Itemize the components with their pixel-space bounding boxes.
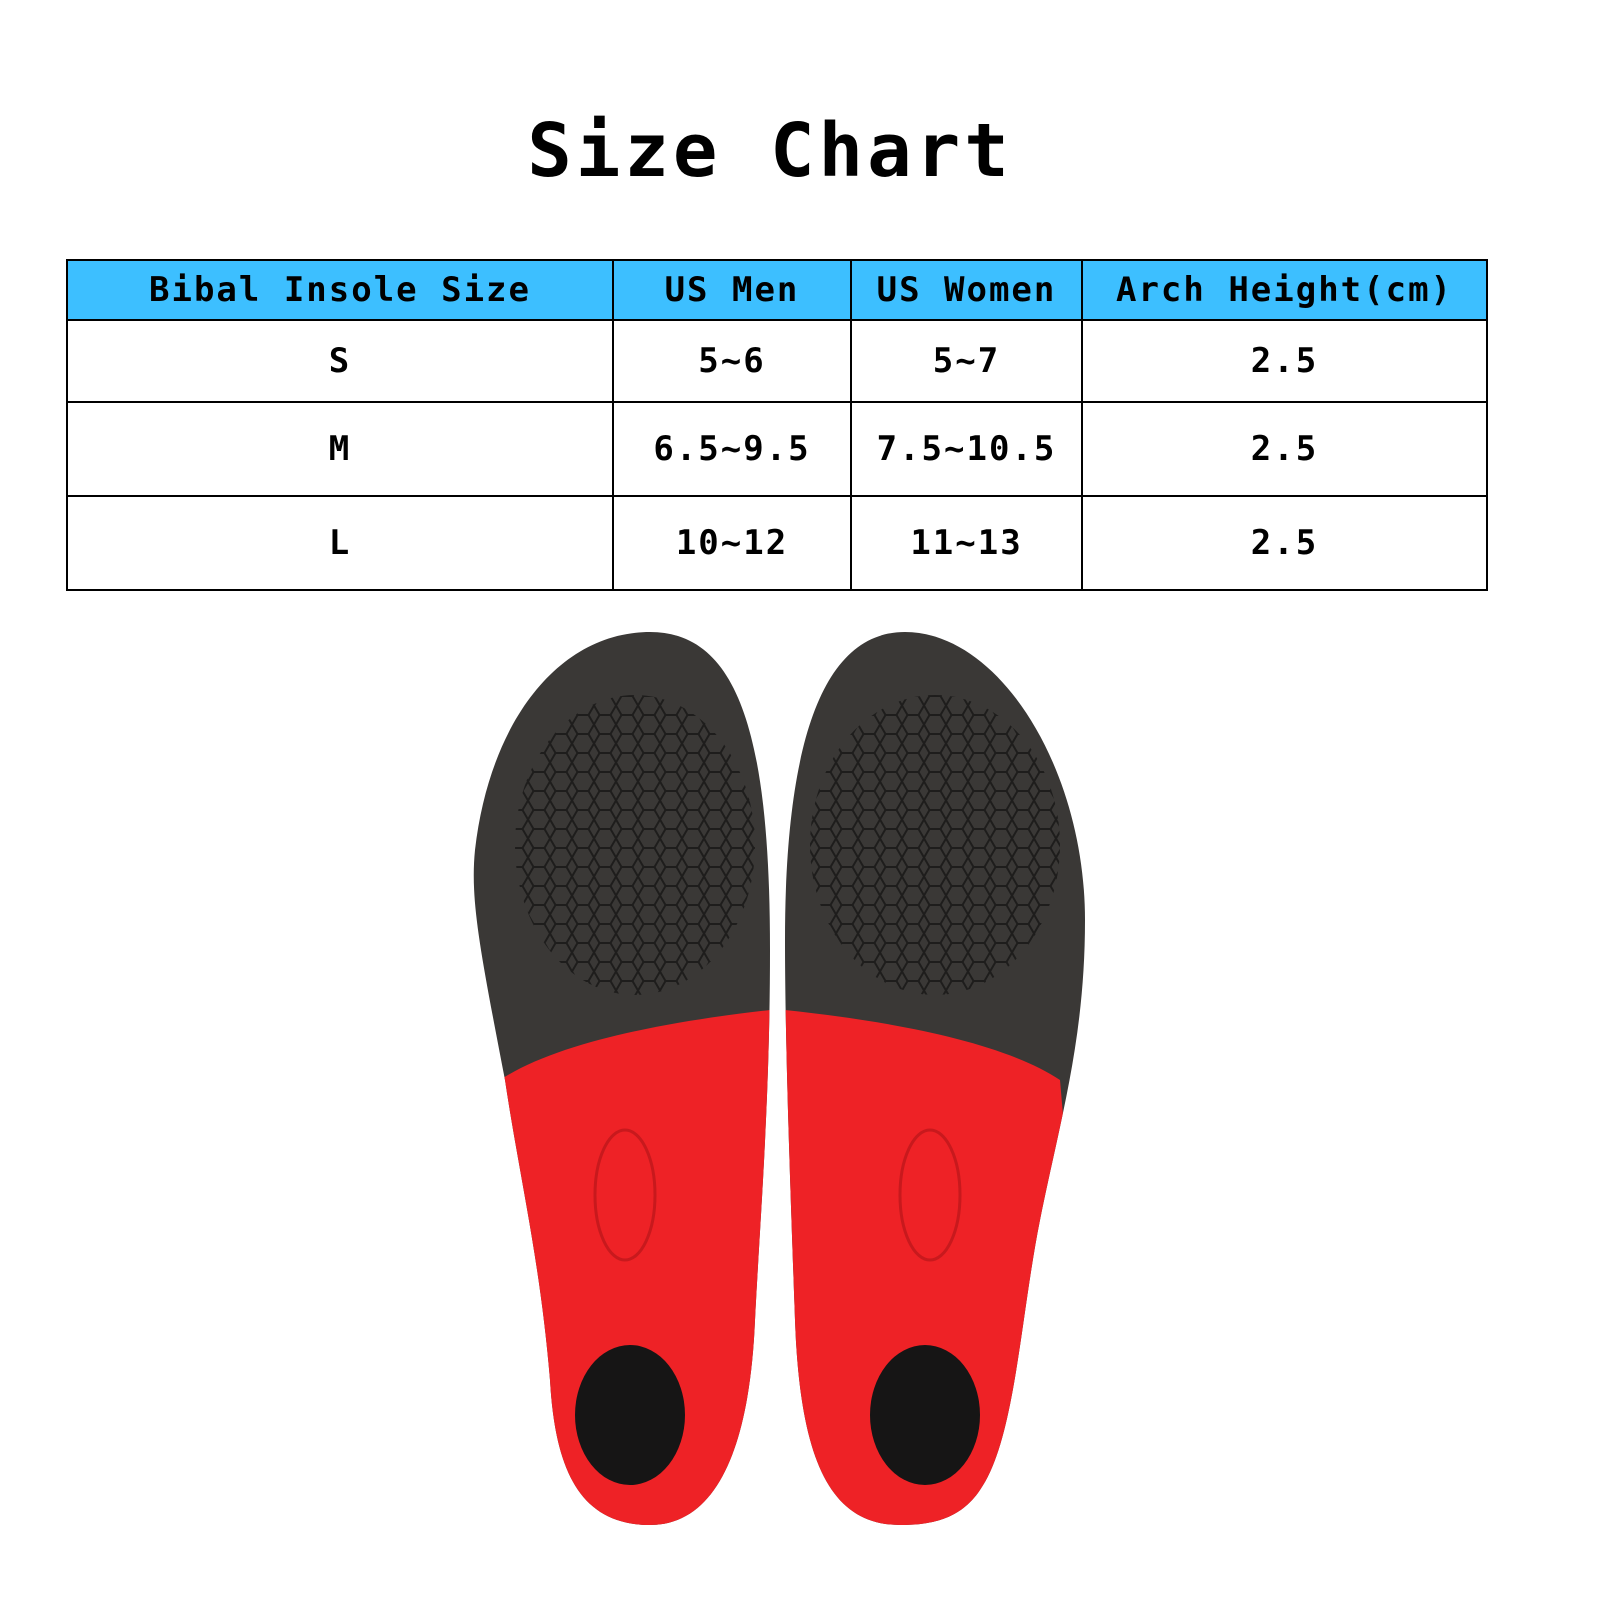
cell: 6.5~9.5 [612,401,852,497]
cell: 2.5 [1081,495,1488,591]
cell: 5~7 [850,319,1083,403]
header-arch-height: Arch Height(cm) [1081,259,1488,321]
table-row: M 6.5~9.5 7.5~10.5 2.5 [66,401,1488,497]
cell: S [66,319,614,403]
header-us-women: US Women [850,259,1083,321]
cell: L [66,495,614,591]
cell: 2.5 [1081,401,1488,497]
insoles-product-image [473,632,1085,1525]
left-insole [473,632,770,1525]
cell: M [66,401,614,497]
cell: 5~6 [612,319,852,403]
header-us-men: US Men [612,259,852,321]
cell: 2.5 [1081,319,1488,403]
table-row: S 5~6 5~7 2.5 [66,319,1488,403]
cell: 10~12 [612,495,852,591]
page-title: Size Chart [527,108,1013,194]
size-table: Bibal Insole Size US Men US Women Arch H… [66,259,1488,591]
header-insole-size: Bibal Insole Size [66,259,614,321]
cell: 7.5~10.5 [850,401,1083,497]
right-insole [785,632,1085,1525]
table-header-row: Bibal Insole Size US Men US Women Arch H… [66,259,1488,321]
cell: 11~13 [850,495,1083,591]
table-row: L 10~12 11~13 2.5 [66,495,1488,591]
